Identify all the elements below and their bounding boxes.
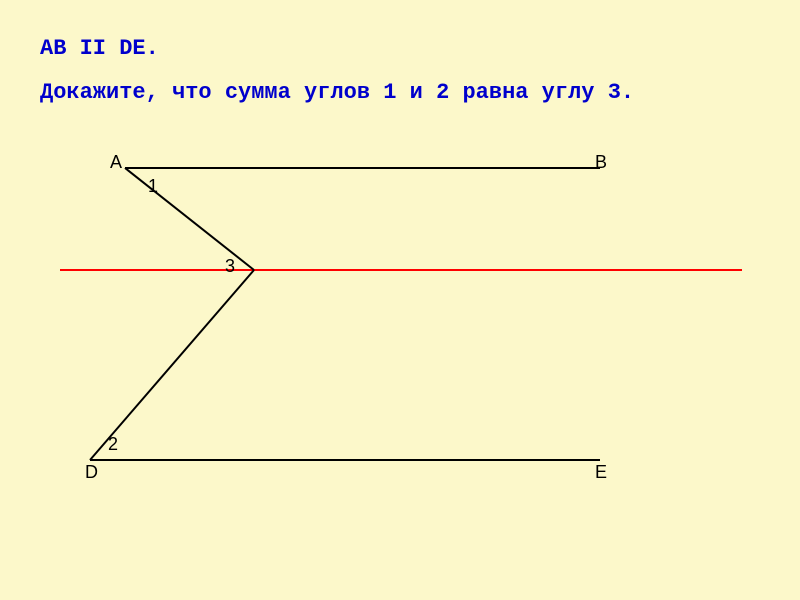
angle-label-2: 2 [108,434,118,455]
point-label-d: D [85,462,98,483]
angle-label-3: 3 [225,256,235,277]
point-label-b: B [595,152,607,173]
line-ac [125,168,254,270]
angle-label-1: 1 [148,176,158,197]
point-label-a: A [110,152,122,173]
point-label-e: E [595,462,607,483]
line-dc [90,270,254,460]
geometry-diagram [0,0,800,600]
